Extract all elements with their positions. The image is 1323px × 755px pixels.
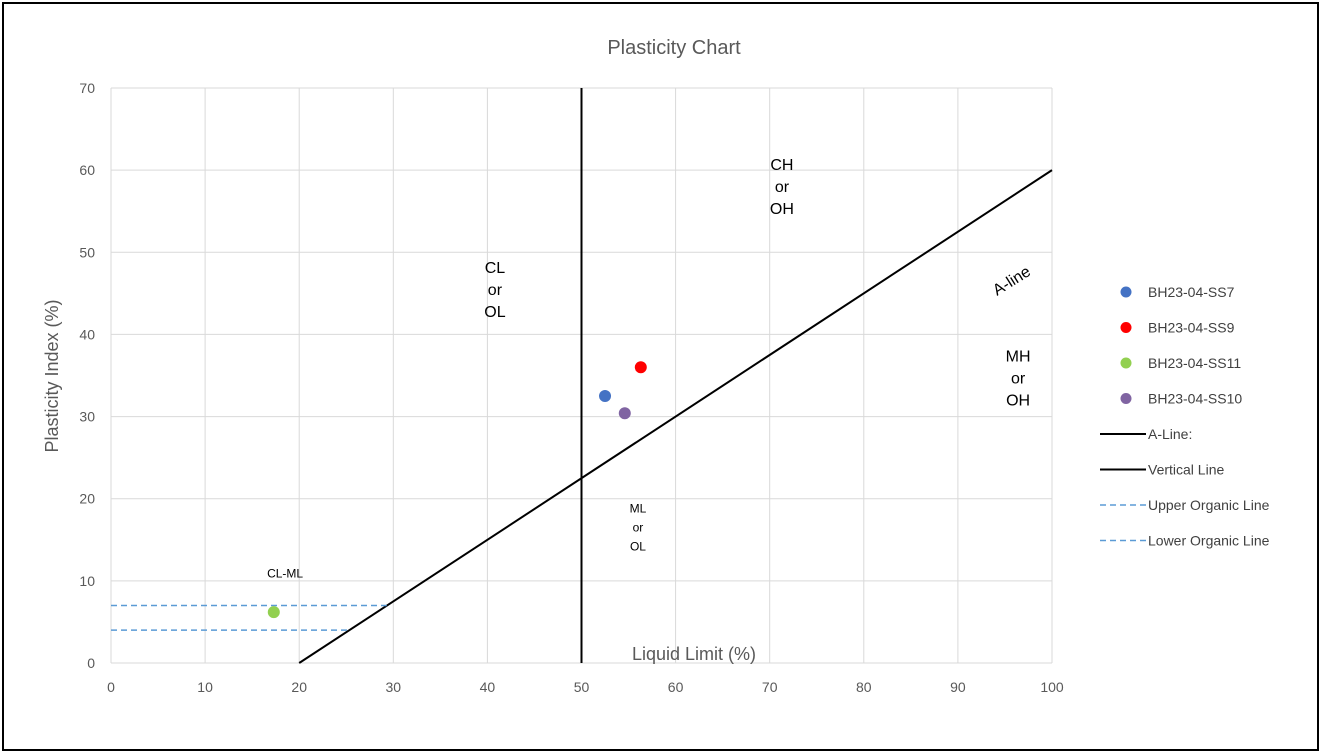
legend-label: Upper Organic Line xyxy=(1148,497,1270,513)
y-tick-label: 40 xyxy=(79,326,95,342)
y-axis-label: Plasticity Index (%) xyxy=(42,299,62,452)
y-tick-label: 0 xyxy=(87,655,95,671)
legend-marker xyxy=(1120,357,1132,369)
legend-label: BH23-04-SS7 xyxy=(1148,284,1235,300)
series-lines xyxy=(111,88,1053,664)
y-tick-label: 30 xyxy=(79,409,95,425)
x-tick-label: 70 xyxy=(762,679,778,695)
data-point xyxy=(618,407,631,420)
x-tick-label: 40 xyxy=(480,679,496,695)
data-point xyxy=(634,361,647,374)
axis-ticks: 0 10 20 30 40 50 60 70 80 90 100 0 10 20 30 40 50 60 70 xyxy=(79,80,1063,695)
region-labels: CL or OL CH or OH MH or OH ML or OL CL-ML A-line xyxy=(267,157,1034,580)
x-tick-label: 80 xyxy=(856,679,872,695)
legend: BH23-04-SS7 BH23-04-SS9 BH23-04-SS11 BH23-0… xyxy=(1100,284,1270,549)
legend-label: BH23-04-SS9 xyxy=(1148,320,1235,336)
series-line xyxy=(298,169,1053,664)
data-point xyxy=(267,606,280,619)
legend-label: A-Line: xyxy=(1148,426,1192,442)
region-label: CH or OH xyxy=(770,157,794,218)
x-tick-label: 50 xyxy=(574,679,590,695)
legend-marker xyxy=(1120,322,1132,333)
region-label: CL-ML xyxy=(267,567,303,581)
region-label: MH or OH xyxy=(1006,349,1031,410)
x-tick-label: 60 xyxy=(668,679,684,695)
x-tick-label: 100 xyxy=(1040,679,1064,695)
y-tick-label: 70 xyxy=(79,80,95,96)
legend-marker xyxy=(1120,393,1132,404)
legend-label: BH23-04-SS11 xyxy=(1148,355,1241,371)
region-label: A-line xyxy=(990,263,1034,299)
data-point xyxy=(599,390,612,403)
x-tick-label: 10 xyxy=(197,679,213,695)
legend-label: Vertical Line xyxy=(1148,462,1224,478)
y-tick-label: 50 xyxy=(79,244,95,260)
region-label: ML or OL xyxy=(630,502,647,554)
chart-title: Plasticity Chart xyxy=(607,37,741,59)
legend-label: Lower Organic Line xyxy=(1148,533,1270,549)
series-points xyxy=(267,361,647,619)
legend-label: BH23-04-SS10 xyxy=(1148,391,1242,407)
x-tick-label: 90 xyxy=(950,679,966,695)
y-tick-label: 10 xyxy=(79,573,95,589)
x-axis-label: Liquid Limit (%) xyxy=(632,644,756,664)
legend-marker xyxy=(1120,286,1132,298)
region-label: CL or OL xyxy=(484,260,505,321)
y-tick-label: 20 xyxy=(79,491,95,507)
y-tick-label: 60 xyxy=(79,162,95,178)
x-tick-label: 30 xyxy=(386,679,402,695)
x-tick-label: 0 xyxy=(107,679,115,695)
plasticity-chart: Plasticity Chart 0 10 20 30 40 50 60 70 80 90 1000… xyxy=(42,37,1270,695)
x-tick-label: 20 xyxy=(291,679,307,695)
